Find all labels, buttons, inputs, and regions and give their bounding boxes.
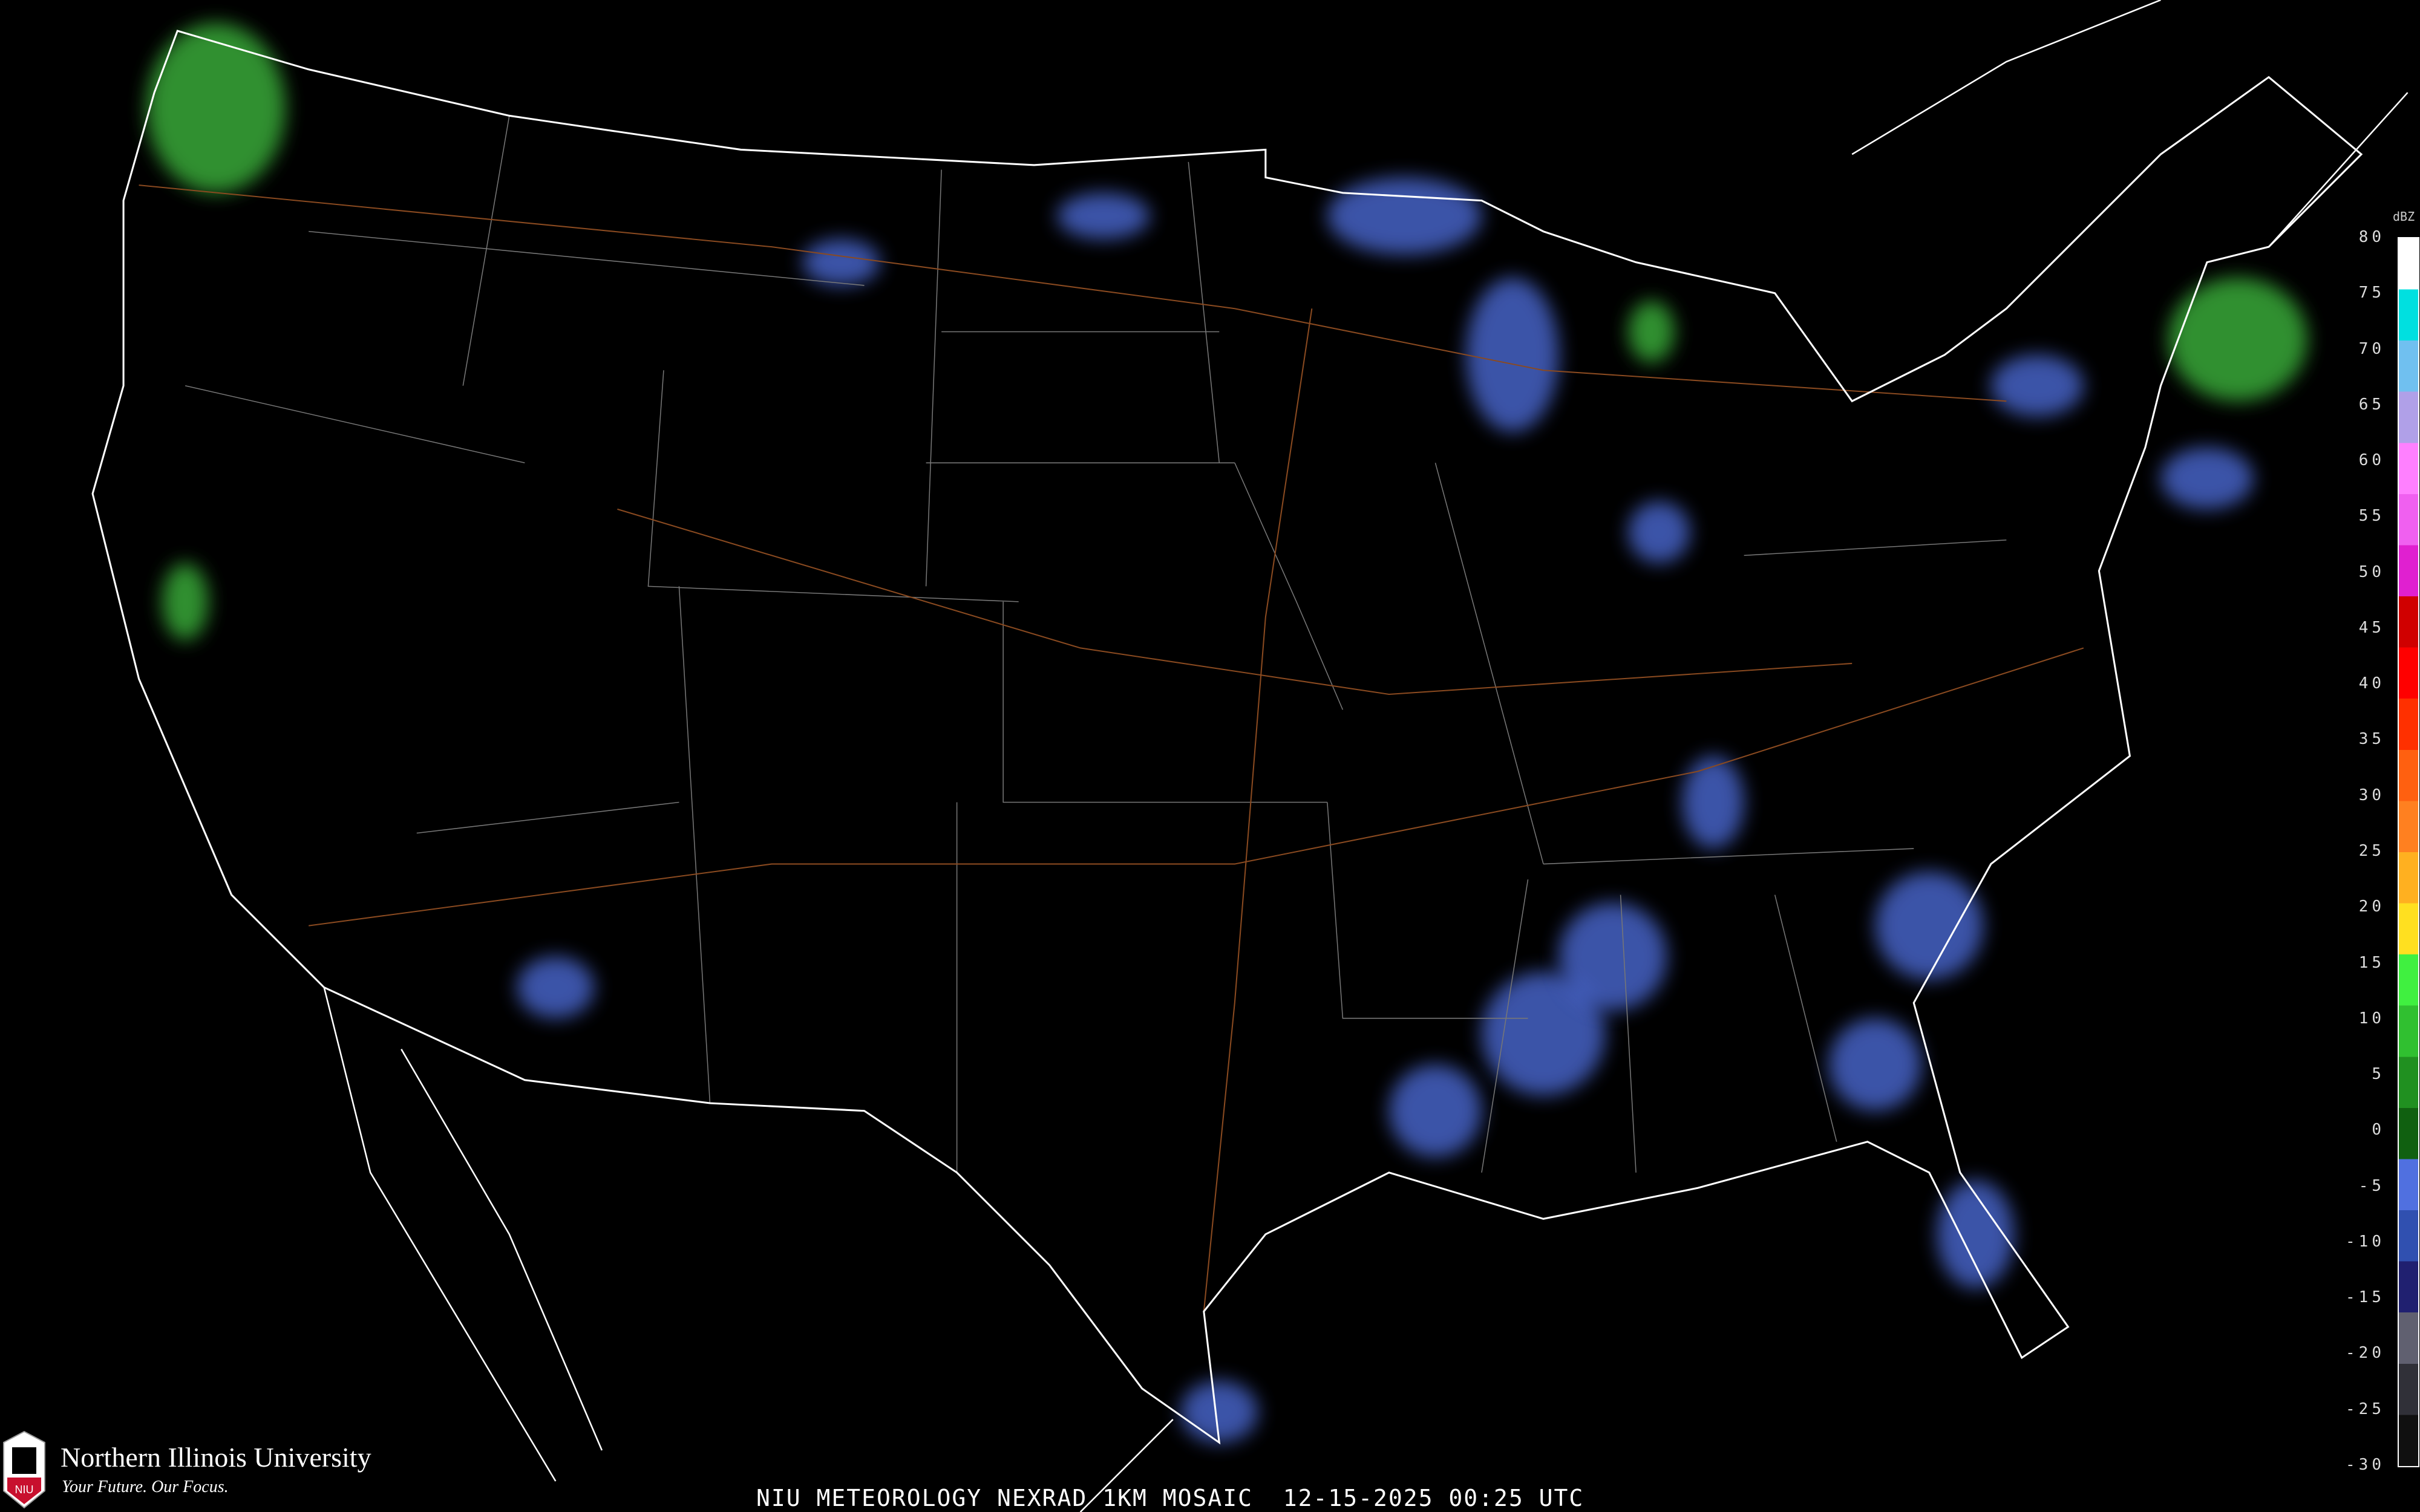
- reflectivity-legend: dBZ 80 75 70 65 60 55 50 45 40 35 30 25 20 15 10 5 0 -5 -1…: [2346, 206, 2420, 1476]
- radar-echo: [2168, 278, 2307, 402]
- legend-label: 0: [2372, 1121, 2385, 1139]
- legend-label: -20: [2346, 1344, 2385, 1363]
- logo-tagline: Your Future. Our Focus.: [62, 1478, 229, 1496]
- niu-logo: NIU Northern Illinois University Your Fu…: [0, 1430, 436, 1512]
- radar-echo: [1937, 1180, 2015, 1289]
- legend-label: 65: [2358, 395, 2385, 414]
- radar-echo: [1180, 1381, 1258, 1443]
- radar-echo: [1828, 1018, 1922, 1111]
- legend-label: 15: [2358, 953, 2385, 972]
- legend-label: -30: [2346, 1456, 2385, 1474]
- legend-label: 75: [2358, 284, 2385, 302]
- radar-echo: [162, 563, 209, 640]
- logo-name: Northern Illinois University: [60, 1442, 371, 1473]
- legend-label: 10: [2358, 1009, 2385, 1028]
- svg-text:NIU: NIU: [15, 1484, 34, 1496]
- legend-color-bar: [2398, 237, 2419, 1467]
- radar-echo: [1990, 354, 2084, 417]
- radar-echoes: [146, 23, 2307, 1443]
- legend-label: 20: [2358, 898, 2385, 916]
- radar-echo: [1466, 278, 1559, 432]
- us-outline: [91, 30, 2363, 1445]
- radar-echo: [1057, 192, 1150, 240]
- radar-echo: [1628, 501, 1690, 564]
- highways: [139, 184, 2084, 1312]
- radar-echo: [1682, 756, 1744, 849]
- legend-label: 5: [2372, 1065, 2385, 1084]
- legend-label: 50: [2358, 562, 2385, 581]
- mexico-coast: [323, 987, 1174, 1512]
- radar-echo: [1875, 872, 1984, 980]
- legend-label: -10: [2346, 1232, 2385, 1251]
- radar-echo: [1388, 1064, 1482, 1158]
- radar-echo: [1628, 301, 1675, 363]
- legend-label: -5: [2358, 1176, 2385, 1195]
- radar-echo: [802, 239, 880, 285]
- legend-label: 25: [2358, 842, 2385, 860]
- radar-echo: [2160, 447, 2254, 509]
- radar-echo: [517, 956, 595, 1018]
- map-caption: NIU METEOROLOGY NEXRAD 1KM MOSAIC 12-15-…: [756, 1485, 1584, 1511]
- legend-label: -15: [2346, 1288, 2385, 1307]
- legend-label: 30: [2358, 786, 2385, 804]
- legend-label: 40: [2358, 674, 2385, 693]
- legend-label: 80: [2358, 228, 2385, 246]
- legend-unit: dBZ: [2393, 209, 2415, 224]
- legend-label: 70: [2358, 339, 2385, 358]
- radar-echo: [1327, 177, 1482, 255]
- radar-echo: [1558, 902, 1667, 1011]
- state-borders: [185, 116, 2007, 1173]
- canada-coast: [1851, 0, 2409, 248]
- niu-shield-icon: NIU: [3, 1430, 45, 1509]
- legend-label: 60: [2358, 451, 2385, 470]
- legend-label: 35: [2358, 730, 2385, 749]
- legend-label: 55: [2358, 507, 2385, 526]
- legend-label: 45: [2358, 618, 2385, 637]
- radar-echo: [1481, 972, 1606, 1096]
- radar-echo: [146, 23, 286, 193]
- legend-label: -25: [2346, 1400, 2385, 1418]
